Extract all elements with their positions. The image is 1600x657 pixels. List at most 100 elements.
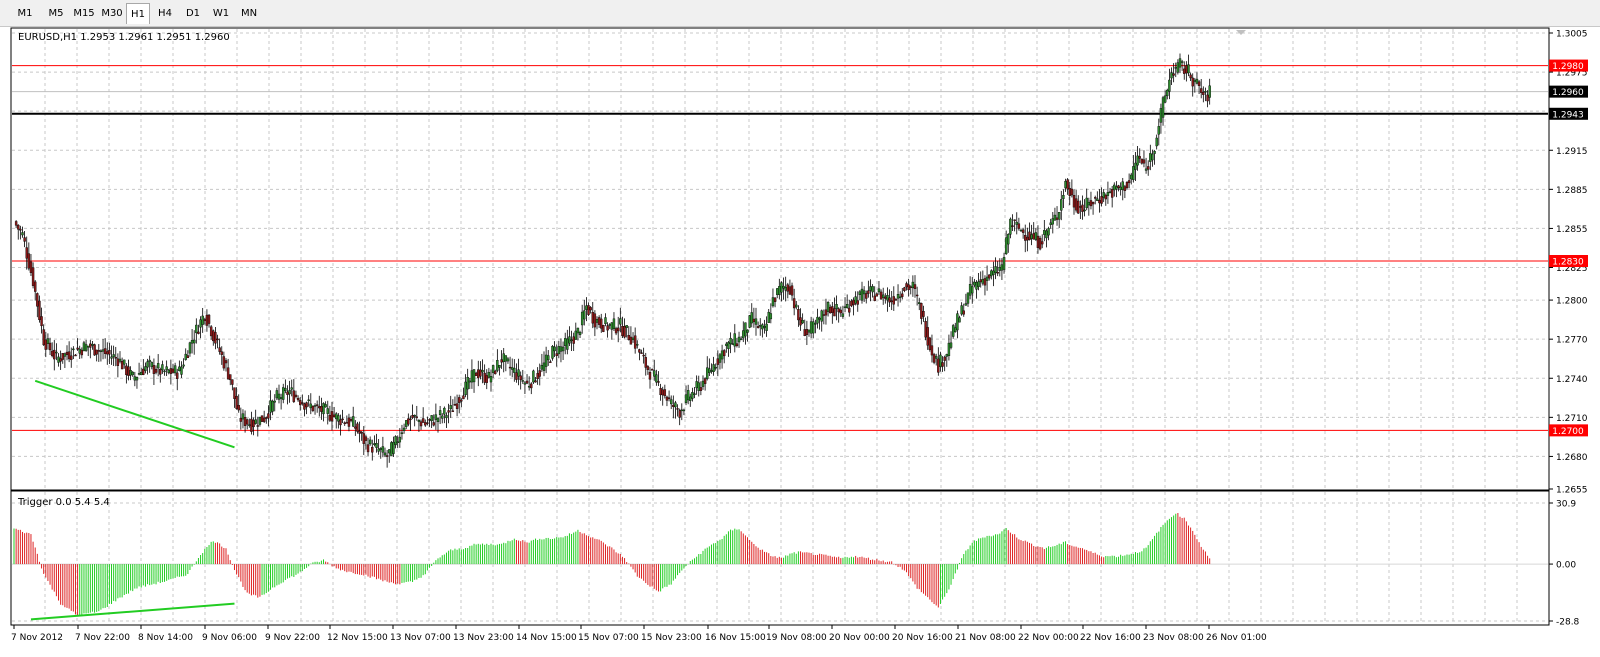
candle-body — [1004, 237, 1008, 255]
timeframe-w1-button[interactable]: W1 — [212, 8, 230, 19]
timeframe-m5-button[interactable]: M5 — [48, 8, 64, 19]
candle-body — [595, 319, 599, 323]
candle-body — [1132, 166, 1135, 180]
time-tick-label: 16 Nov 15:00 — [705, 633, 766, 643]
line-labels: 1.2980 1.2960 1.2943 1.2830 1.2700 — [1549, 59, 1588, 437]
candle-body — [95, 349, 98, 355]
candle-body — [663, 389, 667, 397]
candle-body — [392, 441, 395, 454]
candle-body — [706, 367, 709, 379]
candle-body — [1174, 67, 1177, 69]
candle-body — [419, 421, 423, 427]
timeframe-d1-button[interactable]: D1 — [185, 8, 201, 19]
price-tick-label: 1.2855 — [1556, 225, 1588, 235]
candle-body — [89, 343, 92, 348]
candle-body — [1060, 199, 1063, 211]
candle-body — [799, 317, 802, 326]
candle-body — [97, 350, 101, 352]
timeframe-mn-button[interactable]: MN — [240, 8, 258, 19]
candle-body — [67, 351, 71, 360]
candle-body — [332, 414, 336, 417]
candle-body — [354, 426, 357, 429]
candle-body — [235, 396, 238, 409]
candle-body — [1161, 97, 1165, 118]
candle-body — [1053, 214, 1057, 221]
candle-body — [627, 335, 630, 341]
candle-body — [417, 420, 421, 422]
candle-body — [913, 284, 917, 289]
candle-body — [773, 297, 777, 302]
candle-body — [84, 344, 88, 351]
candle-body — [1079, 206, 1082, 208]
time-tick-label: 13 Nov 23:00 — [453, 633, 514, 643]
candle-body — [326, 408, 329, 414]
candle-body — [1108, 191, 1112, 194]
candle-body — [723, 350, 726, 357]
candle-body — [818, 317, 821, 320]
candle-body — [108, 350, 111, 355]
candle-body — [1187, 64, 1190, 74]
candle-body — [553, 346, 556, 352]
candle-body — [349, 419, 353, 421]
price-tick-label: 1.2770 — [1556, 336, 1588, 346]
candle-body — [907, 284, 910, 291]
candle-body — [869, 286, 872, 291]
candle-body — [992, 270, 995, 275]
candle-body — [296, 397, 300, 401]
timeframe-m15-button[interactable]: M15 — [73, 8, 95, 19]
candle-body — [559, 346, 563, 352]
chart-area[interactable]: 1.30051.29751.29451.29151.28851.28551.28… — [0, 27, 1600, 657]
candle-body — [44, 339, 47, 350]
timeframe-m30-button[interactable]: M30 — [101, 8, 123, 19]
candle-body — [725, 343, 728, 346]
candle-body — [608, 324, 611, 326]
candle-body — [345, 422, 349, 424]
candle-body — [901, 293, 904, 297]
candle-body — [447, 410, 450, 413]
candle-body — [250, 418, 253, 432]
candle-body — [949, 342, 953, 348]
candle-body — [347, 417, 351, 427]
candle-body — [784, 287, 787, 291]
candle-body — [156, 363, 160, 369]
candle-body — [867, 290, 870, 294]
candle-body — [956, 313, 959, 331]
timeframe-m1-button[interactable]: M1 — [17, 8, 33, 19]
candle-body — [884, 296, 887, 299]
candle-body — [1157, 126, 1161, 135]
indicator-tick-label: 0.00 — [1556, 561, 1576, 571]
candle-body — [330, 411, 334, 422]
candle-body — [407, 418, 410, 425]
candle-body — [763, 326, 766, 328]
candle-body — [943, 356, 946, 361]
candle-body — [1034, 232, 1038, 240]
level-label-bg-1.2960 — [1549, 85, 1588, 98]
candle-body — [1163, 95, 1167, 103]
candle-body — [1183, 68, 1186, 74]
candle-body — [373, 443, 376, 446]
candle-body — [604, 317, 607, 325]
candle-body — [744, 322, 747, 337]
time-tick-label: 19 Nov 08:00 — [766, 633, 827, 643]
candle-body — [38, 300, 41, 321]
candle-body — [542, 362, 546, 371]
candle-body — [680, 409, 683, 412]
candle-body — [485, 375, 488, 383]
candle-body — [375, 443, 378, 448]
candle-body — [909, 286, 912, 288]
timeframe-h4-button[interactable]: H4 — [158, 8, 172, 19]
candle-body — [1119, 186, 1122, 191]
candle-body — [14, 221, 18, 226]
candle-body — [534, 380, 537, 383]
candle-body — [106, 351, 109, 355]
candle-body — [491, 365, 495, 373]
candle-body — [699, 387, 703, 391]
candle-body — [530, 383, 533, 389]
candle-body — [248, 424, 251, 426]
candle-body — [19, 228, 22, 231]
candle-body — [415, 416, 418, 418]
candle-body — [1146, 166, 1150, 170]
timeframe-h1-button[interactable]: H1 — [126, 3, 150, 24]
candle-body — [612, 318, 616, 330]
candle-body — [536, 373, 539, 380]
